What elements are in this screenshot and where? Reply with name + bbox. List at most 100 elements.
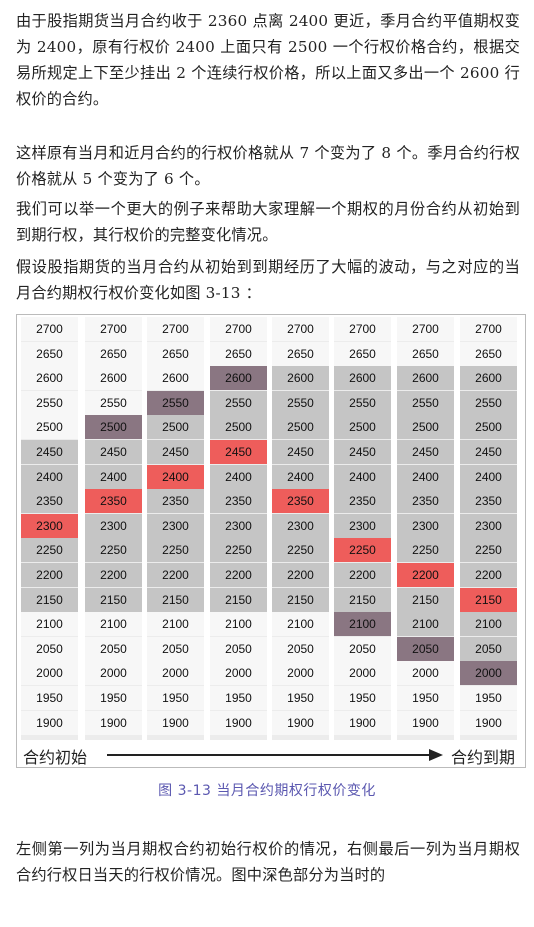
strike-cell: 2200	[460, 563, 517, 587]
strike-cell: 2700	[85, 317, 142, 341]
strike-cell: 2650	[147, 341, 204, 366]
arrow-end-label: 合约到期	[450, 748, 515, 767]
strike-cell: 2000	[460, 661, 517, 686]
strike-cell: 1900	[147, 710, 204, 735]
strike-cell: 2550	[85, 390, 142, 415]
strike-cell: 2250	[85, 538, 142, 563]
timeline-arrow: 合约初始 合约到期	[17, 741, 525, 767]
strike-cell: 2600	[272, 366, 329, 391]
strike-cell: 2300	[334, 513, 391, 538]
strike-cell: 2150	[272, 587, 329, 612]
strike-cell: 1950	[460, 686, 517, 710]
strike-cell: 2100	[334, 612, 391, 637]
strike-cell: 2400	[334, 464, 391, 489]
strike-cell: 2300	[272, 513, 329, 538]
strike-cell: 2350	[21, 489, 78, 514]
strike-cell: 2650	[460, 341, 517, 366]
strike-cell: 1950	[147, 686, 204, 710]
strike-cell: 2350	[272, 489, 329, 514]
strike-cell: 2400	[272, 464, 329, 489]
strike-cell: 1900	[334, 710, 391, 735]
strike-cell: 2300	[460, 513, 517, 538]
strike-cell: 2500	[85, 415, 142, 440]
strike-cell: 2450	[85, 440, 142, 464]
strike-cell: 2350	[397, 489, 454, 514]
strike-cell: 2300	[85, 513, 142, 538]
strike-cell: 2400	[397, 464, 454, 489]
strike-cell: 2200	[21, 563, 78, 587]
strike-cell: 2050	[21, 636, 78, 661]
strike-cell: 2450	[334, 440, 391, 464]
strike-cell: 2200	[210, 563, 267, 587]
strike-cell: 2050	[85, 636, 142, 661]
strike-cell: 2100	[21, 612, 78, 637]
strike-column-5: 2700 2650 2600 2550 2500 2450 2400 2350 2300 2250…	[272, 317, 329, 740]
strike-cell: 2050	[147, 636, 204, 661]
strike-cell: 2600	[334, 366, 391, 391]
strike-cell: 2300	[147, 513, 204, 538]
arrow-line	[107, 754, 435, 756]
strike-cell: 2500	[334, 415, 391, 440]
strike-cell: 1950	[210, 686, 267, 710]
paragraph-4: 假设股指期货的当月合约从初始到到期经历了大幅的波动，与之对应的当月合约期权行权价…	[16, 258, 520, 302]
strike-cell: 2350	[334, 489, 391, 514]
strike-cell: 2050	[460, 636, 517, 661]
paragraph-3: 我们可以举一个更大的例子来帮助大家理解一个期权的月份合约从初始到到期行权，其行权…	[16, 200, 520, 244]
strike-cell: 2550	[397, 390, 454, 415]
strike-cell: 2450	[21, 440, 78, 464]
strike-cell: 2500	[210, 415, 267, 440]
strike-cell: 2350	[460, 489, 517, 514]
strike-cell: 2600	[397, 366, 454, 391]
strike-cell: 2150	[397, 587, 454, 612]
strike-cell: 2100	[85, 612, 142, 637]
strike-cell: 2350	[210, 489, 267, 514]
strike-cell: 2500	[147, 415, 204, 440]
strike-cell: 2050	[334, 636, 391, 661]
strike-cell: 1900	[210, 710, 267, 735]
strike-cell: 2050	[210, 636, 267, 661]
paragraph-closing: 左侧第一列为当月期权合约初始行权价的情况，右侧最后一列为当月期权合约行权日当天的…	[16, 840, 520, 884]
strike-column-1: 2700 2650 2600 2550 2500 2450 2400 2350 2300 2250…	[21, 317, 78, 740]
strike-cell: 2450	[397, 440, 454, 464]
strike-cell: 1950	[85, 686, 142, 710]
strike-cell: 2200	[272, 563, 329, 587]
strike-cell: 2150	[147, 587, 204, 612]
strike-cell: 2250	[460, 538, 517, 563]
strike-column-6: 2700 2650 2600 2550 2500 2450 2400 2350 2300 2250…	[334, 317, 391, 740]
strike-cell: 2000	[397, 661, 454, 686]
strike-cell: 2550	[210, 390, 267, 415]
strike-cell: 2200	[397, 563, 454, 587]
strike-column-8: 2700 2650 2600 2550 2500 2450 2400 2350 2300 2250…	[460, 317, 517, 740]
strike-column-3: 2700 2650 2600 2550 2500 2450 2400 2350 2300 2250…	[147, 317, 204, 740]
strike-cell: 2700	[210, 317, 267, 341]
strike-cell: 2150	[21, 587, 78, 612]
strike-cell: 2700	[147, 317, 204, 341]
strike-cell: 2450	[210, 440, 267, 464]
strike-cell: 2350	[85, 489, 142, 514]
strike-cell: 2650	[85, 341, 142, 366]
strike-cell: 2150	[460, 587, 517, 612]
strike-cell: 2450	[147, 440, 204, 464]
strike-cell: 2400	[210, 464, 267, 489]
strike-cell: 2000	[85, 661, 142, 686]
strike-cell: 2300	[397, 513, 454, 538]
strike-cell: 2500	[460, 415, 517, 440]
strike-cell: 2600	[85, 366, 142, 391]
strike-cell: 2550	[147, 390, 204, 415]
strike-column-2: 2700 2650 2600 2550 2500 2450 2400 2350 2300 2250…	[85, 317, 142, 740]
strike-cell: 2700	[272, 317, 329, 341]
strike-cell: 2100	[147, 612, 204, 637]
strike-cell: 2600	[210, 366, 267, 391]
strike-cell: 2700	[21, 317, 78, 341]
paragraph-2: 这样原有当月和近月合约的行权价格就从 7 个变为了 8 个。季月合约行权价格就从…	[16, 144, 520, 188]
strike-cell: 2700	[460, 317, 517, 341]
strike-cell: 2550	[272, 390, 329, 415]
strike-cell: 2650	[21, 341, 78, 366]
strike-cell: 2150	[210, 587, 267, 612]
paragraph-1: 由于股指期货当月合约收于 2360 点离 2400 更近，季月合约平值期权变为 …	[16, 12, 520, 108]
strike-cell: 2200	[334, 563, 391, 587]
strike-cell: 1950	[21, 686, 78, 710]
strike-price-figure: 2700 2650 2600 2550 2500 2450 2400 2350 2300 2250…	[16, 314, 526, 768]
figure-caption: 图 3-13 当月合约期权行权价变化	[158, 783, 376, 799]
strike-column-4: 2700 2650 2600 2550 2500 2450 2400 2350 2300 2250…	[210, 317, 267, 740]
